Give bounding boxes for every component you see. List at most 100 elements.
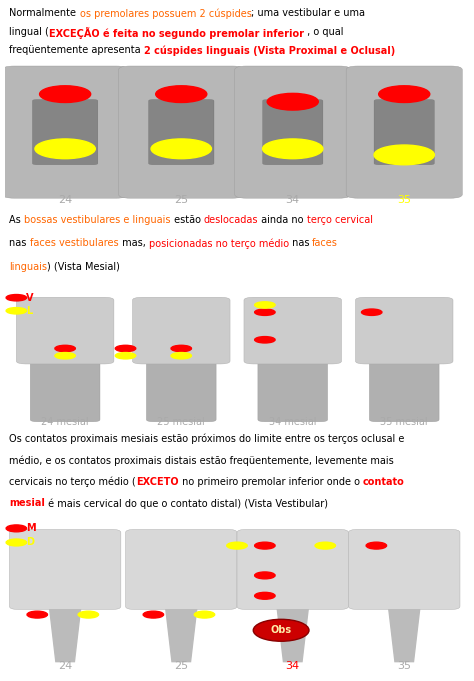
Circle shape — [255, 336, 275, 343]
FancyBboxPatch shape — [30, 350, 100, 422]
Circle shape — [255, 592, 275, 599]
Text: 35 mesial: 35 mesial — [381, 417, 428, 427]
Text: D: D — [26, 537, 34, 548]
FancyBboxPatch shape — [258, 350, 328, 422]
Circle shape — [255, 309, 275, 315]
Circle shape — [255, 542, 275, 549]
Text: V: V — [26, 293, 33, 303]
Text: freqüentemente apresenta: freqüentemente apresenta — [9, 45, 144, 55]
Circle shape — [35, 139, 95, 159]
Circle shape — [255, 572, 275, 579]
Circle shape — [379, 86, 430, 102]
Text: 34: 34 — [286, 661, 300, 671]
Circle shape — [315, 542, 336, 549]
Text: estão: estão — [171, 215, 204, 225]
Text: 35: 35 — [397, 195, 411, 205]
FancyBboxPatch shape — [244, 297, 341, 364]
Circle shape — [55, 353, 75, 359]
Text: nas: nas — [289, 238, 312, 249]
Text: M: M — [26, 524, 35, 533]
Circle shape — [27, 611, 47, 618]
Text: 24: 24 — [58, 661, 72, 671]
FancyBboxPatch shape — [369, 350, 439, 422]
FancyBboxPatch shape — [32, 99, 98, 165]
Circle shape — [267, 93, 319, 110]
Text: 34: 34 — [286, 195, 300, 205]
Text: lingual (: lingual ( — [9, 27, 49, 37]
Polygon shape — [276, 603, 309, 662]
Circle shape — [6, 308, 27, 314]
Text: linguais: linguais — [9, 262, 47, 272]
Text: EXCETO: EXCETO — [136, 477, 179, 487]
Circle shape — [143, 611, 164, 618]
Circle shape — [362, 309, 382, 315]
Circle shape — [374, 145, 434, 165]
Circle shape — [171, 353, 191, 359]
Text: 25: 25 — [174, 195, 188, 205]
FancyBboxPatch shape — [346, 66, 462, 198]
FancyBboxPatch shape — [2, 66, 128, 198]
Circle shape — [6, 525, 27, 532]
FancyBboxPatch shape — [126, 529, 237, 609]
Text: Normalmente: Normalmente — [9, 8, 80, 18]
Text: bossas vestibulares e linguais: bossas vestibulares e linguais — [24, 215, 171, 225]
Text: deslocadas: deslocadas — [204, 215, 258, 225]
FancyBboxPatch shape — [374, 99, 434, 165]
Text: posicionadas no terço médio: posicionadas no terço médio — [148, 238, 289, 249]
Text: 24 mesial: 24 mesial — [41, 417, 89, 427]
FancyBboxPatch shape — [146, 350, 216, 422]
FancyBboxPatch shape — [132, 297, 230, 364]
Text: As: As — [9, 215, 24, 225]
FancyBboxPatch shape — [348, 529, 460, 609]
Circle shape — [6, 539, 27, 546]
FancyBboxPatch shape — [356, 297, 453, 364]
Text: 24: 24 — [58, 195, 72, 205]
Text: contato: contato — [363, 477, 405, 487]
FancyBboxPatch shape — [148, 99, 214, 165]
Text: ) (Vista Mesial): ) (Vista Mesial) — [47, 262, 120, 272]
Circle shape — [227, 542, 247, 549]
Text: L: L — [26, 306, 32, 316]
Text: ; uma vestibular e uma: ; uma vestibular e uma — [251, 8, 365, 18]
FancyBboxPatch shape — [16, 297, 114, 364]
Text: médio, e os contatos proximais distais estão freqüentemente, levemente mais: médio, e os contatos proximais distais e… — [9, 456, 394, 466]
Circle shape — [55, 345, 75, 351]
Text: Os contatos proximais mesiais estão próximos do limite entre os terços oclusal e: Os contatos proximais mesiais estão próx… — [9, 434, 405, 444]
Text: 2 cúspides linguais (Vista Proximal e Oclusal): 2 cúspides linguais (Vista Proximal e Oc… — [144, 45, 395, 56]
Circle shape — [6, 294, 27, 301]
Text: no primeiro premolar inferior onde o: no primeiro premolar inferior onde o — [179, 477, 363, 487]
FancyBboxPatch shape — [9, 529, 121, 609]
Text: 25: 25 — [174, 661, 188, 671]
Text: Obs: Obs — [271, 625, 292, 635]
Polygon shape — [165, 603, 198, 662]
FancyBboxPatch shape — [235, 66, 351, 198]
Text: faces: faces — [312, 238, 338, 249]
Text: 25 mesial: 25 mesial — [157, 417, 205, 427]
Text: mas,: mas, — [118, 238, 148, 249]
Circle shape — [155, 86, 207, 102]
Text: ainda no: ainda no — [258, 215, 307, 225]
Circle shape — [366, 542, 387, 549]
Circle shape — [39, 86, 91, 102]
Text: os premolares possuem 2 cúspides: os premolares possuem 2 cúspides — [80, 8, 251, 19]
Circle shape — [194, 611, 215, 618]
Text: mesial: mesial — [9, 498, 45, 509]
FancyBboxPatch shape — [237, 529, 348, 609]
Text: cervicais no terço médio (: cervicais no terço médio ( — [9, 477, 136, 488]
Ellipse shape — [253, 619, 309, 642]
Polygon shape — [49, 603, 82, 662]
Text: 34 mesial: 34 mesial — [269, 417, 317, 427]
Text: nas: nas — [9, 238, 30, 249]
FancyBboxPatch shape — [118, 66, 244, 198]
Text: , o qual: , o qual — [304, 27, 344, 37]
Circle shape — [78, 611, 99, 618]
Circle shape — [115, 353, 136, 359]
Circle shape — [115, 345, 136, 351]
Polygon shape — [388, 603, 420, 662]
Text: EXCEÇÃO é feita no segundo premolar inferior: EXCEÇÃO é feita no segundo premolar infe… — [49, 27, 304, 39]
Text: é mais cervical do que o contato distal) (Vista Vestibular): é mais cervical do que o contato distal)… — [45, 498, 328, 509]
Text: faces vestibulares: faces vestibulares — [30, 238, 118, 249]
Circle shape — [263, 139, 323, 159]
FancyBboxPatch shape — [263, 99, 323, 165]
Circle shape — [171, 345, 191, 351]
